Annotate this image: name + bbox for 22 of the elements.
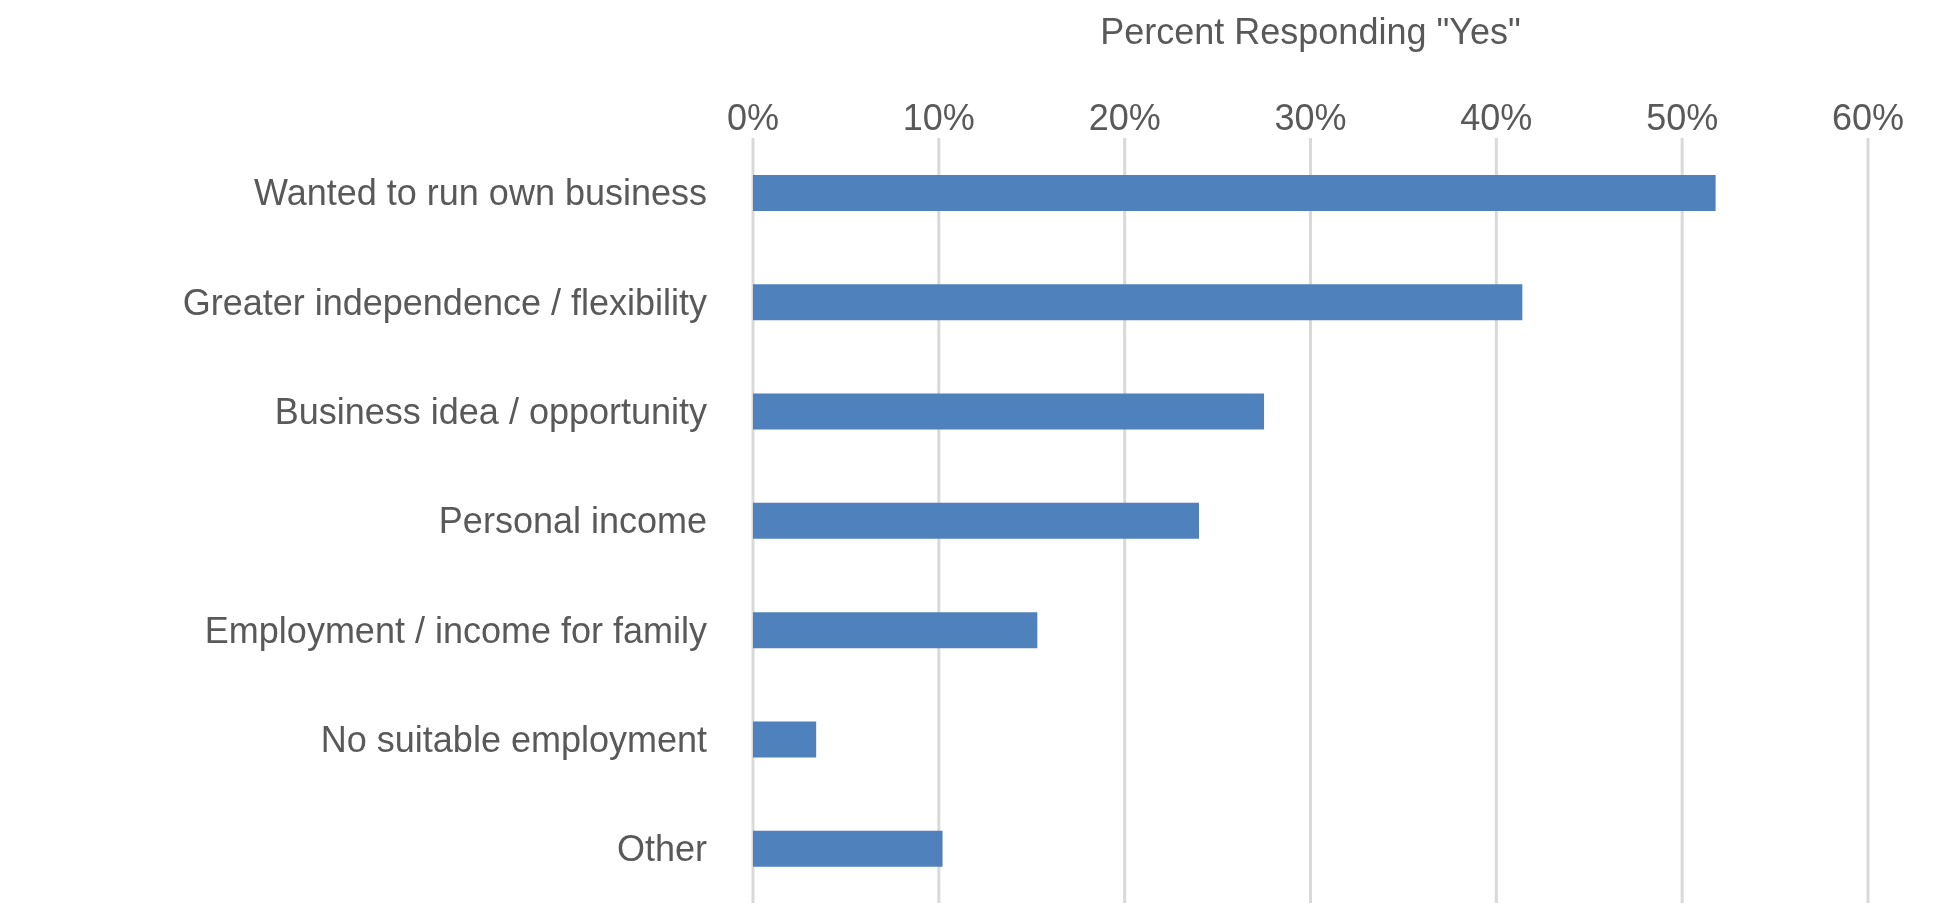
x-tick-label: 40% <box>1460 97 1533 138</box>
bar <box>753 175 1716 211</box>
y-tick-label: Business idea / opportunity <box>274 390 707 432</box>
bar <box>753 284 1523 321</box>
y-tick-label: Personal income <box>438 500 707 542</box>
x-tick-label: 10% <box>902 97 975 138</box>
x-tick-label: 20% <box>1088 97 1161 138</box>
y-tick-label: Greater independence / flexibility <box>182 281 707 323</box>
bar <box>753 721 817 758</box>
y-tick-label: Employment / income for family <box>204 609 707 651</box>
y-tick-label: Wanted to run own business <box>254 172 707 214</box>
bar <box>753 612 1038 649</box>
x-tick-label: 0% <box>726 97 780 138</box>
x-tick-label: 50% <box>1646 97 1719 138</box>
x-axis-title: Percent Responding "Yes" <box>1100 10 1521 52</box>
x-tick-label: 30% <box>1274 97 1347 138</box>
bar <box>753 502 1199 539</box>
y-tick-label: No suitable employment <box>320 718 707 760</box>
x-tick-label: 60% <box>1831 97 1905 138</box>
bar <box>753 830 943 867</box>
bar <box>753 393 1265 430</box>
y-tick-label: Other <box>616 828 707 870</box>
